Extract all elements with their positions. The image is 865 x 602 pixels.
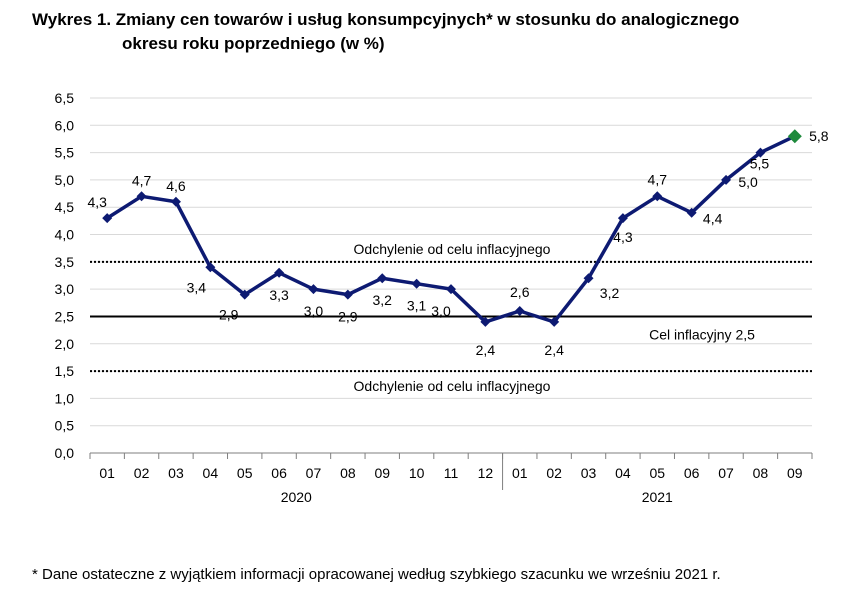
data-label: 2,4 <box>544 342 564 358</box>
x-tick-label: 08 <box>753 465 769 481</box>
x-tick-label: 11 <box>444 465 459 481</box>
x-tick-label: 10 <box>409 465 425 481</box>
x-tick-label: 07 <box>306 465 322 481</box>
data-label: 4,3 <box>613 229 633 245</box>
data-point-marker <box>617 213 628 224</box>
x-tick-label: 05 <box>649 465 665 481</box>
data-label: 5,8 <box>809 128 829 144</box>
data-point-marker <box>549 316 560 327</box>
x-tick-label: 05 <box>237 465 253 481</box>
x-tick-label: 07 <box>718 465 734 481</box>
x-tick-label: 12 <box>478 465 494 481</box>
data-point-marker <box>787 129 802 144</box>
data-label: 3,0 <box>431 303 451 319</box>
data-label: 2,4 <box>476 342 496 358</box>
y-tick-label: 3,0 <box>55 281 75 297</box>
data-point-marker <box>411 278 422 289</box>
data-point-marker <box>239 289 250 300</box>
data-label: 2,9 <box>219 307 239 323</box>
data-point-marker <box>136 191 147 202</box>
footnote: * Dane ostateczne z wyjątkiem informacji… <box>32 566 721 583</box>
data-label: 3,3 <box>269 287 289 303</box>
data-point-marker <box>377 273 388 284</box>
x-tick-label: 03 <box>168 465 184 481</box>
y-tick-label: 4,5 <box>55 199 75 215</box>
y-tick-label: 2,0 <box>55 336 75 352</box>
x-tick-label: 02 <box>546 465 562 481</box>
chart-title: Wykres 1. Zmiany cen towarów i usług kon… <box>32 8 739 56</box>
data-point-marker <box>583 273 594 284</box>
chart-title-line2: okresu roku poprzedniego (w %) <box>122 34 385 53</box>
x-tick-label: 03 <box>581 465 597 481</box>
y-tick-label: 4,0 <box>55 227 75 243</box>
data-label: 2,6 <box>510 284 530 300</box>
data-label: 4,4 <box>703 211 723 227</box>
data-label: 4,3 <box>87 194 107 210</box>
data-label: 2,9 <box>338 309 358 325</box>
data-label: 3,0 <box>304 303 324 319</box>
x-tick-label: 01 <box>512 465 528 481</box>
upper-deviation-label: Odchylenie od celu inflacyjnego <box>354 241 551 257</box>
lower-deviation-label: Odchylenie od celu inflacyjnego <box>354 378 551 394</box>
target-label: Cel inflacyjny 2,5 <box>649 326 755 342</box>
y-tick-label: 5,5 <box>55 145 75 161</box>
data-label: 4,7 <box>648 171 668 187</box>
y-tick-label: 5,0 <box>55 172 75 188</box>
data-label: 4,7 <box>132 172 152 188</box>
year-label: 2020 <box>281 489 312 505</box>
y-tick-label: 0,0 <box>55 445 75 461</box>
x-tick-label: 02 <box>134 465 150 481</box>
y-tick-label: 1,5 <box>55 363 75 379</box>
y-tick-label: 6,5 <box>55 90 75 106</box>
x-tick-label: 01 <box>99 465 115 481</box>
data-label: 3,4 <box>187 279 207 295</box>
data-label: 3,2 <box>600 285 620 301</box>
x-tick-label: 09 <box>787 465 803 481</box>
data-point-marker <box>102 213 113 224</box>
chart-title-line1: Wykres 1. Zmiany cen towarów i usług kon… <box>32 10 740 29</box>
data-label: 3,1 <box>407 298 427 314</box>
data-point-marker <box>342 289 353 300</box>
y-tick-label: 1,0 <box>55 390 75 406</box>
y-tick-label: 0,5 <box>55 418 75 434</box>
data-label: 3,2 <box>373 292 393 308</box>
x-tick-label: 04 <box>615 465 631 481</box>
y-tick-label: 6,0 <box>55 117 75 133</box>
data-point-marker <box>308 284 319 295</box>
cpi-line-chart: 0,0 0,5 1,0 1,5 2,0 2,5 3,0 3,5 4,0 4,5 5,0 5,5 6,0 6… <box>55 90 829 505</box>
y-tick-label: 3,5 <box>55 254 75 270</box>
y-tick-label: 2,5 <box>55 308 75 324</box>
data-label: 5,5 <box>750 156 770 172</box>
x-tick-label: 04 <box>203 465 219 481</box>
data-point-marker <box>652 191 663 202</box>
data-point-marker <box>205 262 216 273</box>
data-point-marker <box>274 267 285 278</box>
x-tick-label: 06 <box>271 465 287 481</box>
data-point-marker <box>721 174 732 185</box>
year-label: 2021 <box>642 489 673 505</box>
x-tick-label: 09 <box>374 465 390 481</box>
data-label: 4,6 <box>166 178 186 194</box>
data-label: 5,0 <box>738 174 758 190</box>
data-point-marker <box>755 147 766 158</box>
data-point-marker <box>446 284 456 295</box>
x-tick-label: 08 <box>340 465 356 481</box>
data-point-marker <box>170 196 181 207</box>
x-tick-label: 06 <box>684 465 700 481</box>
data-point-marker <box>686 207 697 218</box>
data-point-marker <box>514 306 525 316</box>
data-point-marker <box>480 316 491 327</box>
